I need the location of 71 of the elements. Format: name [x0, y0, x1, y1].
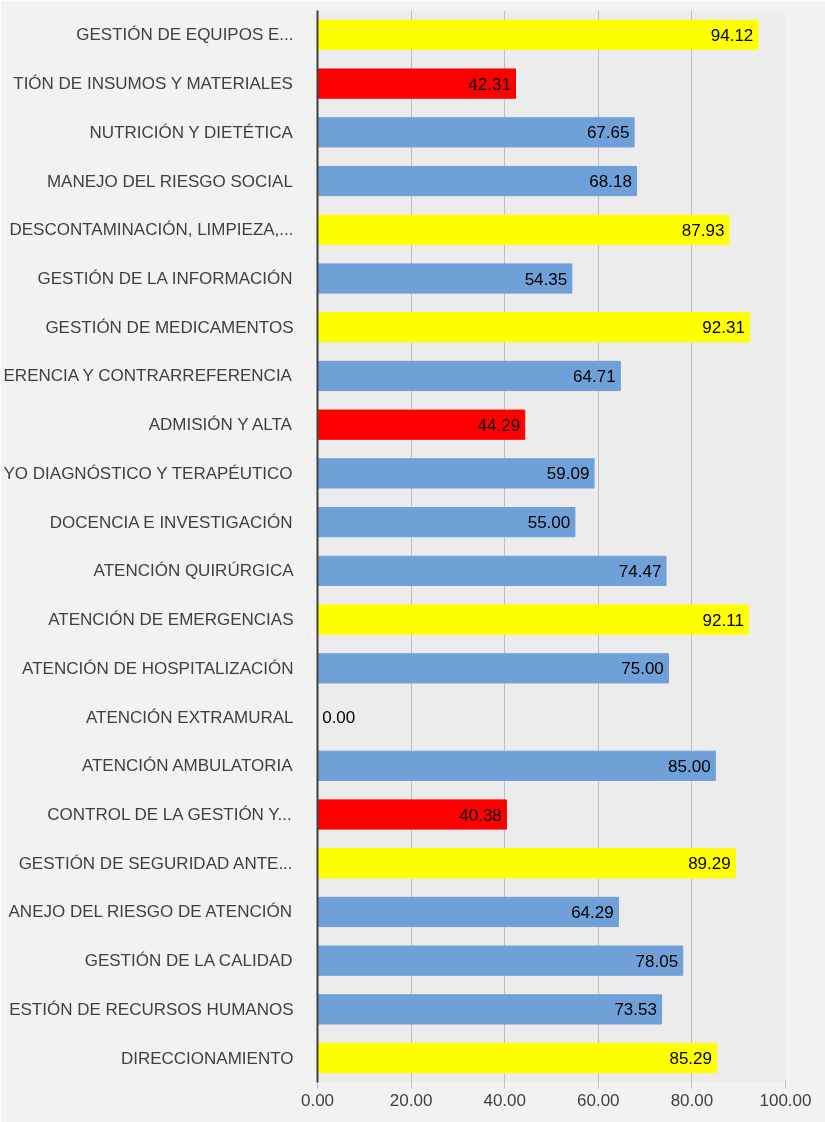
- y-tick-label: ATENCIÓN AMBULATORIA: [81, 756, 294, 776]
- bar: [317, 117, 635, 148]
- bar: [317, 604, 750, 635]
- data-label: 75.00: [621, 659, 664, 679]
- x-tick-label: 100.00: [759, 1090, 812, 1110]
- y-tick-label: DIRECCIONAMIENTO: [120, 1048, 294, 1068]
- x-tick-label: 20.00: [389, 1090, 433, 1110]
- y-tick-label: ADMISIÓN Y ALTA: [148, 415, 293, 435]
- data-label: 89.29: [688, 854, 731, 874]
- y-tick-label: NUTRICIÓN Y DIETÉTICA: [89, 122, 294, 142]
- data-label: 67.65: [586, 123, 630, 143]
- data-label: 0.00: [322, 708, 356, 728]
- y-tick-label: DOCENCIA E INVESTIGACIÓN: [49, 512, 293, 532]
- bar: [317, 165, 638, 197]
- bar: [317, 312, 751, 343]
- y-tick-label: YO DIAGNÓSTICO Y TERAPÉUTICO: [3, 463, 293, 483]
- data-label: 68.18: [589, 172, 632, 192]
- y-tick-label: ATENCIÓN DE EMERGENCIAS: [48, 610, 294, 630]
- data-label: 94.12: [710, 25, 754, 45]
- bar: [317, 458, 595, 489]
- bar: [317, 360, 621, 392]
- bar: [317, 555, 667, 586]
- data-label: 55.00: [527, 513, 571, 533]
- data-label: 92.11: [702, 610, 744, 630]
- y-tick-label: GESTIÓN DE SEGURIDAD ANTE...: [18, 853, 293, 873]
- x-tick-label: 0.00: [300, 1090, 335, 1110]
- data-label: 54.35: [524, 269, 568, 289]
- y-tick-label: GESTIÓN DE EQUIPOS E...: [76, 25, 294, 45]
- bar: [317, 68, 517, 99]
- data-label: 42.31: [468, 74, 511, 94]
- bar: [317, 409, 526, 440]
- data-label: 92.31: [702, 318, 745, 338]
- data-label: 44.29: [477, 415, 521, 435]
- bar: [317, 994, 663, 1025]
- y-tick-label: ATENCIÓN QUIRÚRGICA: [93, 561, 295, 581]
- x-tick-label: 60.00: [577, 1090, 620, 1110]
- bar: [317, 1043, 718, 1074]
- data-label: 64.29: [571, 902, 614, 922]
- bar: [317, 19, 759, 50]
- data-label: 59.09: [546, 464, 590, 484]
- y-tick-label: DESCONTAMINACIÓN, LIMPIEZA,...: [9, 220, 294, 240]
- bar: [317, 945, 684, 976]
- y-tick-label: ATENCIÓN EXTRAMURAL: [86, 707, 294, 727]
- bar: [317, 263, 573, 294]
- data-label: 64.71: [573, 366, 616, 386]
- data-label: 85.00: [668, 756, 711, 776]
- bar: [317, 214, 730, 245]
- data-label: 78.05: [635, 951, 679, 971]
- bar: [317, 799, 507, 830]
- y-tick-label: MANEJO DEL RIESGO SOCIAL: [46, 171, 293, 191]
- bar: [317, 750, 716, 781]
- y-tick-label: ESTIÓN DE RECURSOS HUMANOS: [9, 999, 294, 1019]
- bar: [317, 653, 669, 684]
- y-tick-label: GESTIÓN DE LA INFORMACIÓN: [37, 269, 293, 288]
- bar: [317, 896, 619, 928]
- y-tick-label: ATENCIÓN DE HOSPITALIZACIÓN: [22, 658, 294, 678]
- y-tick-label: GESTIÓN DE MEDICAMENTOS: [45, 317, 294, 337]
- bar: [317, 848, 736, 879]
- data-label: 87.93: [681, 220, 725, 240]
- data-label: 73.53: [614, 1000, 657, 1020]
- y-tick-label: GESTIÓN DE LA CALIDAD: [84, 951, 293, 971]
- y-tick-label: ERENCIA Y CONTRARREFERENCIA: [3, 366, 293, 386]
- data-label: 74.47: [618, 561, 662, 581]
- bar: [317, 507, 576, 538]
- y-tick-label: CONTROL DE LA GESTIÓN Y...: [47, 805, 292, 824]
- y-tick-label: ANEJO DEL RIESGO DE ATENCIÓN: [8, 902, 292, 922]
- x-tick-label: 40.00: [483, 1090, 526, 1110]
- y-tick-label: TIÓN DE INSUMOS Y MATERIALES: [13, 74, 293, 94]
- data-label: 85.29: [669, 1049, 712, 1069]
- x-tick-label: 80.00: [670, 1090, 714, 1110]
- data-label: 40.38: [459, 805, 502, 825]
